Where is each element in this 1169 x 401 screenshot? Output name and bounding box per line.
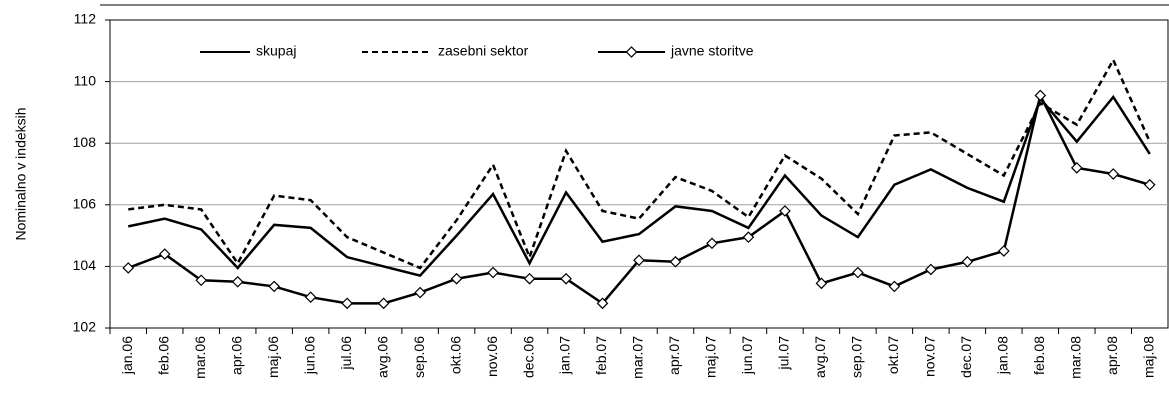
point-marker (633, 254, 645, 267)
x-tick-label: jan.07 (557, 336, 573, 375)
x-tick-label: apr.08 (1104, 336, 1120, 375)
x-tick-label: apr.07 (666, 336, 682, 375)
point-marker (997, 245, 1010, 257)
x-tick-label: dec.07 (958, 336, 974, 378)
point-marker (596, 297, 609, 310)
plot-border (109, 19, 1169, 329)
x-tick-label: maj.07 (703, 336, 719, 378)
point-marker (706, 237, 718, 250)
point-marker (669, 255, 682, 268)
x-tick-label: sep.07 (849, 336, 865, 378)
x-tick-label: feb.08 (1031, 336, 1047, 375)
point-marker (450, 272, 463, 285)
x-tick-label: mar.07 (630, 336, 646, 379)
x-tick-label: nov.06 (484, 336, 500, 377)
y-tick-label: 106 (73, 196, 97, 212)
x-tick-label: okt.06 (447, 336, 463, 374)
x-tick-label: jan.08 (995, 336, 1011, 375)
point-marker (1107, 168, 1120, 180)
x-tick-label: jan.06 (119, 336, 135, 375)
point-marker (377, 297, 390, 310)
x-tick-label: feb.06 (155, 336, 171, 375)
point-marker (1070, 161, 1083, 174)
y-tick-label: 102 (73, 319, 97, 335)
point-marker (304, 291, 317, 304)
x-tick-label: dec.06 (520, 336, 536, 378)
legend-marker (625, 46, 638, 58)
y-axis-label: Nominalno v indeksih (13, 107, 29, 240)
point-marker (414, 286, 426, 299)
x-tick-label: avg.07 (812, 336, 828, 378)
x-tick-label: jun.07 (739, 336, 755, 375)
point-marker (268, 280, 281, 293)
point-marker (1034, 89, 1047, 102)
point-marker (779, 205, 791, 217)
x-tick-label: mar.06 (192, 336, 208, 379)
point-marker (560, 272, 572, 285)
series-line (127, 94, 1151, 278)
x-tick-label: jul.06 (338, 336, 354, 371)
x-tick-label: nov.07 (922, 336, 938, 377)
point-marker (487, 266, 499, 279)
point-marker (523, 272, 536, 285)
x-tick-label: avg.06 (374, 336, 390, 378)
point-marker (195, 274, 208, 287)
legend-label: skupaj (256, 43, 296, 59)
y-tick-label: 110 (74, 72, 97, 88)
x-tick-label: mar.08 (1067, 336, 1083, 379)
y-tick-label: 112 (74, 11, 97, 27)
point-marker (742, 231, 755, 243)
y-tick-label: 104 (73, 257, 97, 273)
x-tick-label: okt.07 (885, 336, 901, 374)
series-line (128, 57, 1151, 270)
y-tick-label: 108 (73, 134, 97, 150)
x-tick-label: feb.07 (593, 336, 609, 375)
point-marker (231, 275, 244, 288)
point-marker (158, 248, 171, 260)
point-marker (341, 297, 353, 310)
point-marker (888, 280, 901, 293)
point-marker (815, 277, 828, 290)
x-tick-label: apr.06 (228, 336, 244, 375)
point-marker (122, 262, 135, 274)
x-tick-label: maj.06 (265, 336, 281, 378)
x-tick-label: sep.06 (411, 336, 427, 378)
legend-label: javne storitve (670, 43, 754, 59)
point-marker (1143, 178, 1156, 191)
point-marker (961, 255, 974, 268)
point-marker (925, 263, 937, 276)
legend-label: zasebni sektor (438, 43, 529, 59)
x-tick-label: maj.08 (1140, 336, 1156, 378)
x-tick-label: jun.06 (301, 336, 317, 375)
point-marker (852, 266, 864, 279)
x-tick-label: jul.07 (776, 336, 792, 371)
